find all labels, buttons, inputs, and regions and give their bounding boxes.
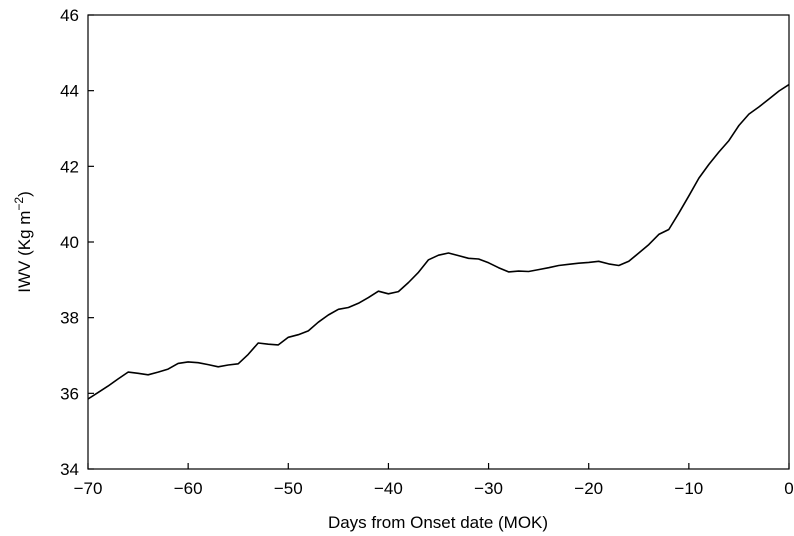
x-tick-label: −10 xyxy=(674,479,703,498)
y-tick-label: 42 xyxy=(60,157,79,176)
x-tick-label: −70 xyxy=(74,479,103,498)
x-tick-label: 0 xyxy=(784,479,793,498)
y-tick-label: 38 xyxy=(60,309,79,328)
y-tick-label: 44 xyxy=(60,82,79,101)
x-tick-label: −50 xyxy=(274,479,303,498)
x-tick-label: −60 xyxy=(174,479,203,498)
series-group xyxy=(87,83,790,400)
iwv-series-line xyxy=(87,83,790,400)
y-tick-label: 34 xyxy=(60,460,79,479)
y-axis-title: IWV (Kg m−2) xyxy=(12,191,34,293)
plot-frame xyxy=(87,14,790,470)
y-tick-label: 40 xyxy=(60,233,79,252)
x-tick-label: −20 xyxy=(574,479,603,498)
y-tick-label: 46 xyxy=(60,6,79,25)
x-axis-title: Days from Onset date (MOK) xyxy=(328,513,548,532)
y-axis-title-superscript: −2 xyxy=(12,197,26,211)
y-axis-title-main: IWV (Kg m xyxy=(15,211,34,293)
y-axis-title-close: ) xyxy=(15,191,34,197)
axis-ticks: −70 −60 −50 −40 −30 −20 −10 0 34 36 38 40 42 44 46 xyxy=(60,6,794,498)
y-tick-label: 36 xyxy=(60,384,79,403)
x-tick-label: −30 xyxy=(474,479,503,498)
x-tick-label: −40 xyxy=(374,479,403,498)
